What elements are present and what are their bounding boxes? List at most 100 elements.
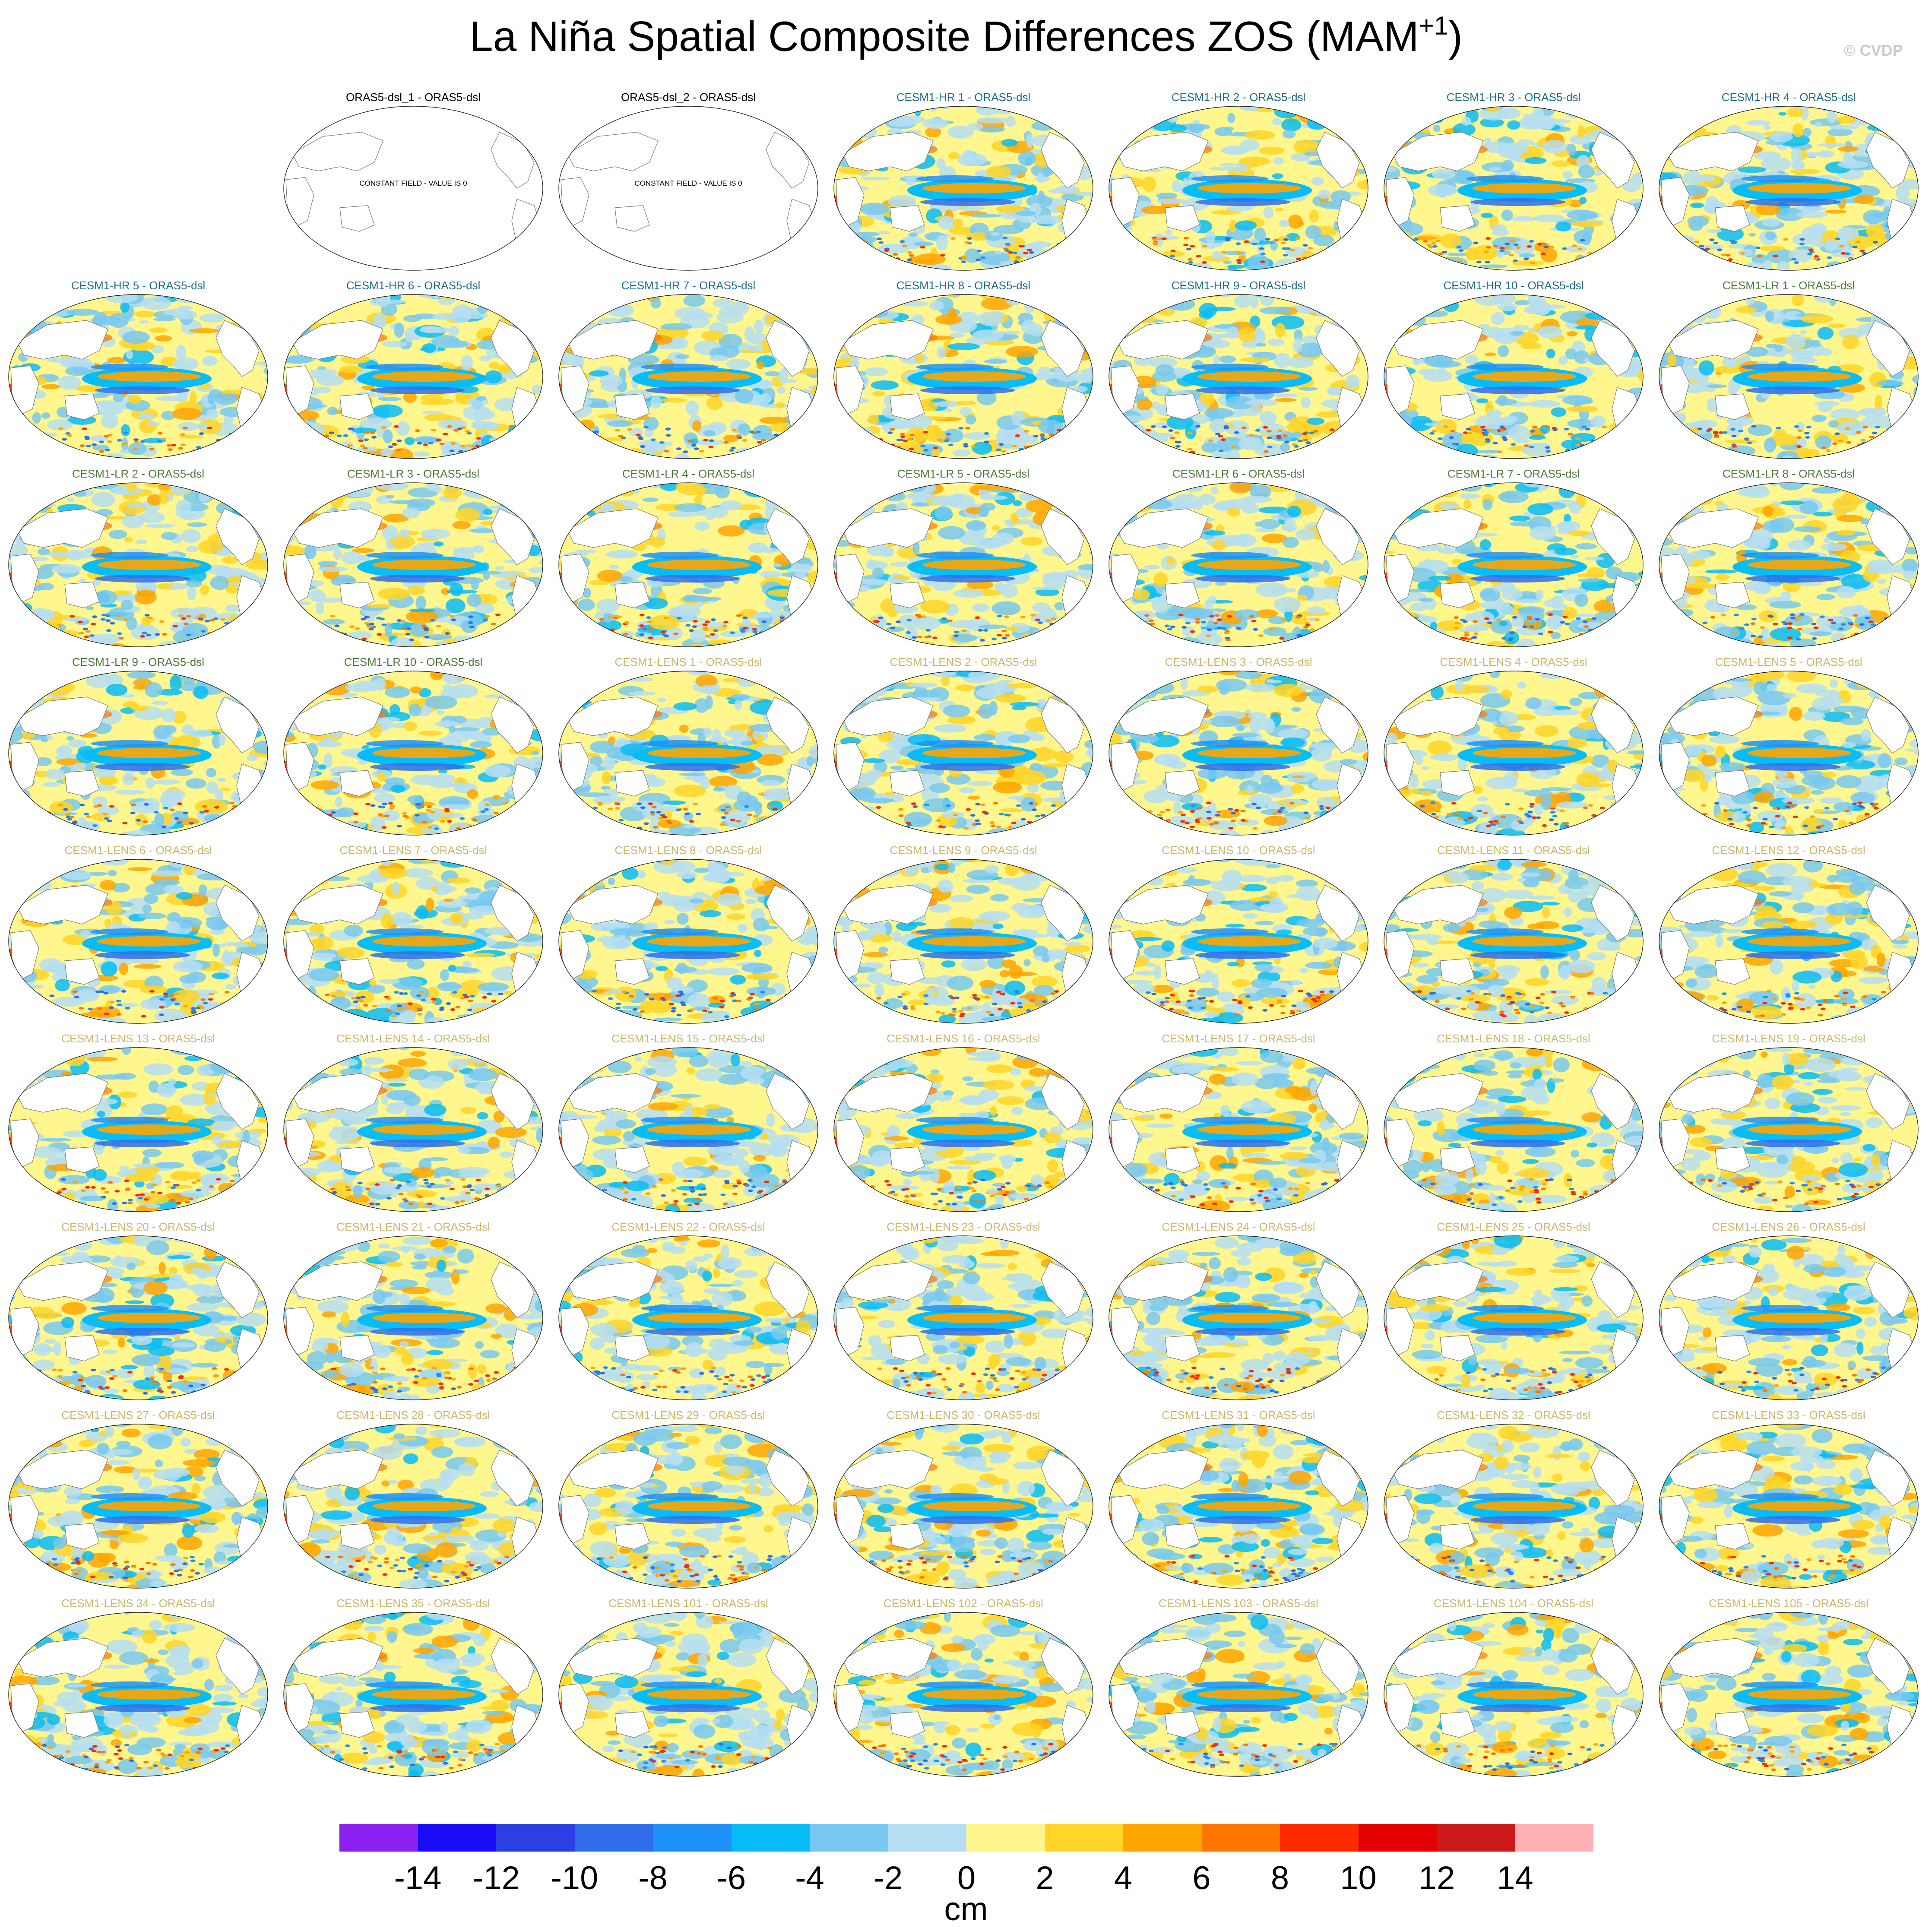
map-field	[1093, 848, 1387, 1033]
map-panel: CESM1-LENS 25 - ORAS5-dsl	[1375, 1220, 1652, 1406]
map-field	[269, 1601, 564, 1787]
world-map	[275, 1232, 551, 1404]
map-panel: CESM1-LR 7 - ORAS5-dsl	[1375, 467, 1652, 653]
map-panel: CESM1-LENS 3 - ORAS5-dsl	[1100, 655, 1377, 841]
map-field	[1095, 1414, 1387, 1597]
world-map	[550, 667, 827, 839]
map-field	[1362, 1037, 1662, 1220]
map-panel: CESM1-LR 2 - ORAS5-dsl	[0, 467, 276, 653]
colorbar-box	[1437, 1824, 1515, 1852]
colorbar-box	[966, 1824, 1045, 1852]
map-field	[1642, 96, 1932, 281]
map-field	[811, 285, 1112, 466]
map-panel: CESM1-LENS 26 - ORAS5-dsl	[1650, 1220, 1927, 1406]
map-panel: CESM1-HR 10 - ORAS5-dsl	[1375, 279, 1652, 465]
colorbar-tick-label: -10	[545, 1859, 605, 1897]
map-panel: CESM1-HR 2 - ORAS5-dsl	[1100, 91, 1377, 276]
colorbar-box	[575, 1824, 653, 1852]
world-map	[0, 667, 276, 839]
world-map	[0, 855, 276, 1028]
map-panel: CESM1-LENS 101 - ORAS5-dsl	[550, 1597, 827, 1782]
map-panel: CESM1-LENS 2 - ORAS5-dsl	[825, 655, 1102, 841]
map-field	[812, 472, 1114, 655]
colorbar-box	[339, 1824, 418, 1852]
map-field	[811, 1414, 1110, 1599]
world-map	[1375, 102, 1652, 275]
map-field	[815, 1604, 1112, 1789]
map-field	[270, 660, 565, 845]
world-map	[1650, 1608, 1927, 1781]
map-field	[536, 284, 840, 469]
colorbar-box	[1123, 1824, 1202, 1852]
map-panel: CESM1-LENS 103 - ORAS5-dsl	[1100, 1597, 1377, 1782]
colorbar-tick-label: 12	[1406, 1859, 1467, 1897]
map-panel: CESM1-LENS 22 - ORAS5-dsl	[550, 1220, 827, 1406]
map-field	[0, 475, 290, 658]
world-map	[825, 102, 1102, 275]
colorbar-box	[888, 1824, 967, 1852]
map-panel: CESM1-LENS 20 - ORAS5-dsl	[0, 1220, 276, 1406]
colorbar	[339, 1824, 1593, 1852]
map-panel: CESM1-LENS 15 - ORAS5-dsl	[550, 1032, 827, 1218]
map-field	[550, 102, 827, 275]
colorbar-tick-label: -6	[701, 1859, 762, 1897]
map-panel: CESM1-LR 10 - ORAS5-dsl	[275, 655, 551, 841]
world-map	[1650, 1232, 1927, 1404]
map-panel: CESM1-LENS 11 - ORAS5-dsl	[1375, 844, 1652, 1029]
colorbar-box	[418, 1824, 497, 1852]
map-field	[1366, 659, 1662, 843]
map-field	[1085, 1602, 1387, 1788]
map-field	[265, 1416, 561, 1599]
map-field	[1637, 660, 1932, 843]
map-panel: CESM1-LENS 19 - ORAS5-dsl	[1650, 1032, 1927, 1218]
world-map	[550, 1043, 827, 1216]
map-field	[264, 1037, 562, 1222]
world-map	[1650, 667, 1927, 839]
world-map	[1100, 855, 1377, 1028]
map-field	[263, 851, 567, 1032]
map-panel: CESM1-LENS 18 - ORAS5-dsl	[1375, 1032, 1652, 1218]
map-field	[821, 849, 1115, 1032]
map-field	[1369, 849, 1662, 1032]
colorbar-tick-label: -8	[623, 1859, 683, 1897]
world-map	[1650, 1043, 1927, 1216]
world-map	[1375, 290, 1652, 463]
map-panel: CESM1-LENS 32 - ORAS5-dsl	[1375, 1409, 1652, 1594]
map-panel: CESM1-LENS 7 - ORAS5-dsl	[275, 844, 551, 1029]
map-field	[814, 1037, 1114, 1222]
world-map	[1375, 667, 1652, 839]
map-panel: CESM1-LR 5 - ORAS5-dsl	[825, 467, 1102, 653]
map-panel: CESM1-LENS 9 - ORAS5-dsl	[825, 844, 1102, 1029]
map-field	[0, 664, 291, 844]
world-map	[1650, 1420, 1927, 1592]
map-field	[1641, 1228, 1932, 1408]
map-field	[537, 660, 842, 847]
world-map	[0, 1420, 276, 1592]
world-map	[825, 1420, 1102, 1592]
colorbar-box	[1202, 1824, 1280, 1852]
colorbar-box	[1515, 1824, 1594, 1852]
map-panel: CESM1-LENS 14 - ORAS5-dsl	[275, 1032, 551, 1218]
map-field	[0, 1224, 285, 1407]
map-panel: CESM1-LENS 31 - ORAS5-dsl	[1100, 1409, 1377, 1594]
map-field	[0, 1416, 289, 1598]
world-map	[275, 855, 551, 1028]
world-map	[275, 667, 551, 839]
constant-field-label: CONSTANT FIELD - VALUE IS 0	[275, 179, 551, 188]
map-panel: CESM1-LENS 5 - ORAS5-dsl	[1650, 655, 1927, 841]
colorbar-tick-label: 10	[1328, 1859, 1389, 1897]
world-map	[275, 1608, 551, 1781]
colorbar-tick-label: -14	[388, 1859, 448, 1897]
world-map	[1100, 478, 1377, 651]
colorbar-tick-label: 14	[1485, 1859, 1546, 1897]
map-field	[1640, 1414, 1932, 1598]
map-panel: CESM1-LENS 8 - ORAS5-dsl	[550, 844, 827, 1029]
world-map	[1650, 102, 1927, 275]
map-field	[1369, 471, 1660, 658]
map-field	[1086, 97, 1386, 279]
map-panel: CESM1-LR 1 - ORAS5-dsl	[1650, 279, 1927, 465]
map-field	[1086, 661, 1390, 845]
map-panel: CESM1-HR 6 - ORAS5-dsl	[275, 279, 551, 465]
world-map	[825, 1232, 1102, 1404]
